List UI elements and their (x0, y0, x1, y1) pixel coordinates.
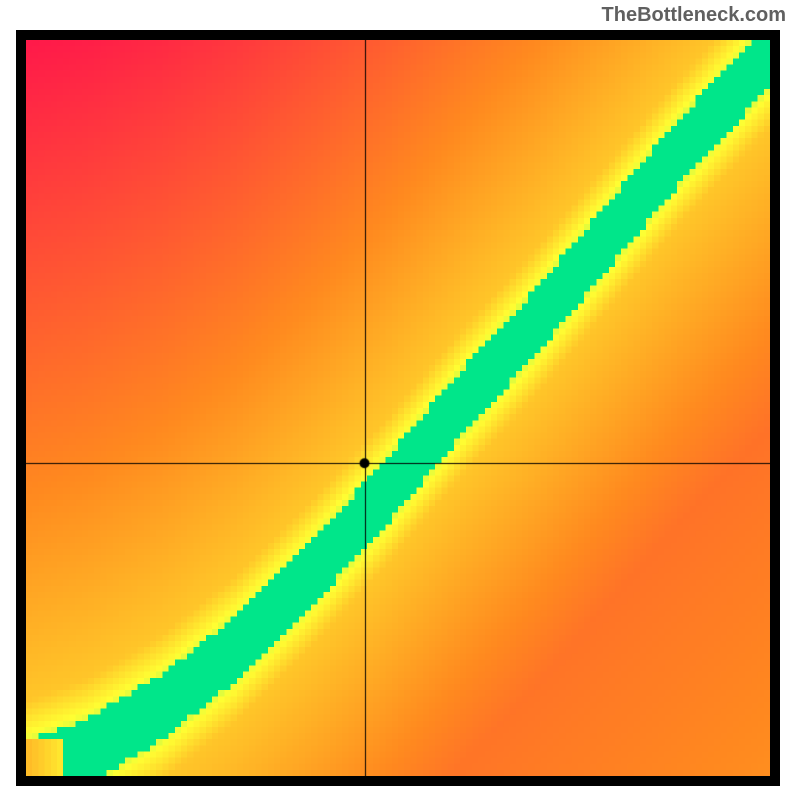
crosshair-overlay (26, 40, 770, 776)
chart-container: TheBottleneck.com (0, 0, 800, 800)
watermark-text: TheBottleneck.com (602, 4, 786, 27)
